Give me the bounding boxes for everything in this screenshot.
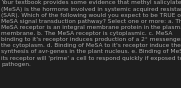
- Text: Your textbook provides some evidence that methyl salicylate
(MeSA) is the hormon: Your textbook provides some evidence tha…: [1, 0, 181, 67]
